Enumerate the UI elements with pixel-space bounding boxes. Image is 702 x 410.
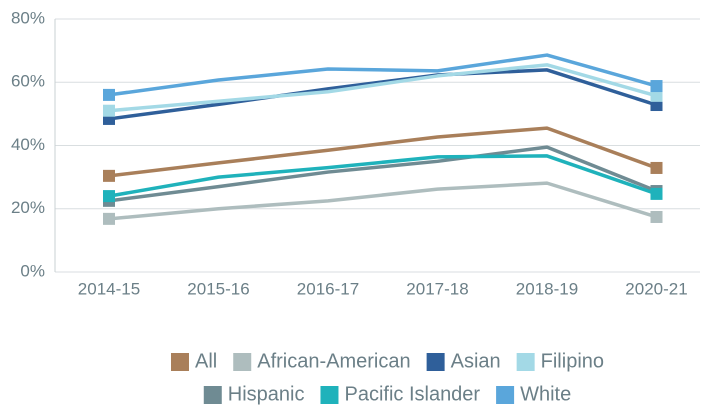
legend-swatch [426,353,445,371]
end-marker [650,80,663,93]
y-tick-label: 20% [11,198,45,217]
end-marker [103,169,115,182]
legend-swatch [203,386,222,404]
x-tick-label: 2014-15 [78,279,140,298]
x-tick-label: 2016-17 [297,279,359,298]
series-line [108,181,658,221]
legend-row: All African-American Asian Filipino [170,350,604,372]
x-tick-label: 2018-19 [516,279,578,298]
end-marker [650,187,663,200]
legend-swatch [496,386,515,404]
end-marker [103,190,115,203]
series-line [108,63,657,113]
x-tick-label: 2015-16 [187,279,249,298]
y-tick-label: 40% [11,135,45,154]
y-tick-label: 80% [11,8,45,27]
y-tick-label: 0% [20,261,45,280]
legend-swatch [516,353,535,371]
legend-label: Asian [451,350,501,372]
legend-row: Hispanic Pacific Islander White [203,383,571,405]
legend-label: All [195,350,217,372]
end-marker [650,161,663,174]
series-line [108,154,658,198]
x-tick-label: 2020-21 [625,279,687,298]
legend-label: Filipino [541,350,604,372]
legend-label: White [520,383,571,405]
legend-label: Hispanic [228,383,305,405]
legend-swatch [233,353,252,371]
legend-label: African-American [257,350,410,372]
series-line [108,145,658,203]
end-marker [650,210,663,223]
series-line [108,53,657,97]
legend-swatch [170,353,189,371]
legend-label: Pacific Islander [344,383,480,405]
series-line [108,68,658,121]
end-marker [103,212,115,225]
end-marker [103,88,115,101]
end-marker [650,89,663,102]
end-marker [650,99,663,112]
x-tick-label: 2017-18 [406,279,468,298]
end-marker [103,104,115,117]
series-line [108,126,658,178]
y-tick-label: 60% [11,72,45,91]
legend-swatch [320,386,339,404]
